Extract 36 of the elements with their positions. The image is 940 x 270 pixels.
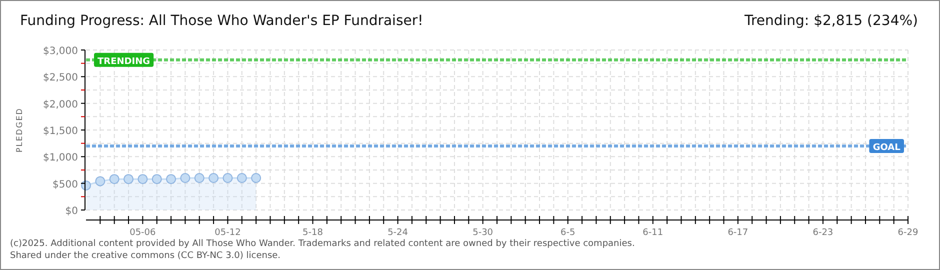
point xyxy=(166,174,176,184)
text: (c)2025. Additional content provided by All Those Who Wander. Trademarks and related content are owned by their respective companies. xyxy=(10,239,635,249)
y-tick-label: $0 xyxy=(65,206,78,217)
point xyxy=(194,173,204,183)
ref-line-label: GOAL xyxy=(872,143,901,153)
x-tick-label: 5-24 xyxy=(388,228,408,238)
point xyxy=(95,176,106,186)
x-tick-label: 6-29 xyxy=(898,228,918,238)
y-tick-label: $2,000 xyxy=(43,99,78,110)
x-tick-label: 05-06 xyxy=(130,228,156,238)
point xyxy=(109,174,120,184)
point xyxy=(152,174,162,184)
point xyxy=(124,174,134,184)
point xyxy=(251,173,262,183)
y-tick-label: $2,500 xyxy=(43,72,78,84)
x-tick-label: 5-30 xyxy=(472,228,494,238)
x-tick-label: 5-18 xyxy=(302,228,324,238)
point xyxy=(236,173,247,183)
y-tick-label: $3,000 xyxy=(43,46,78,57)
x-tick-label: 6-23 xyxy=(812,228,834,238)
x-tick-label: 6-11 xyxy=(642,228,664,238)
chart-subtitle: Trending: $2,815 (234%) xyxy=(743,13,918,29)
ref-line-label: TRENDING xyxy=(98,56,150,67)
text: Shared under the creative commons (CC BY-NC 3.0) license. xyxy=(10,251,281,261)
y-tick-label: $1,500 xyxy=(43,126,78,137)
point xyxy=(138,174,148,184)
y-tick-label: $500 xyxy=(52,179,78,190)
x-tick-label: 6-5 xyxy=(560,228,576,238)
x-tick-label: 05-12 xyxy=(214,228,241,238)
point xyxy=(208,173,219,183)
point xyxy=(222,173,233,183)
chart-title: Funding Progress: All Those Who Wander's EP Fundraiser! xyxy=(20,13,424,29)
point xyxy=(180,173,190,183)
x-tick-label: 6-17 xyxy=(728,228,748,238)
y-tick-label: $1,000 xyxy=(43,152,78,164)
y-axis-title: PLEDGED xyxy=(15,108,24,152)
